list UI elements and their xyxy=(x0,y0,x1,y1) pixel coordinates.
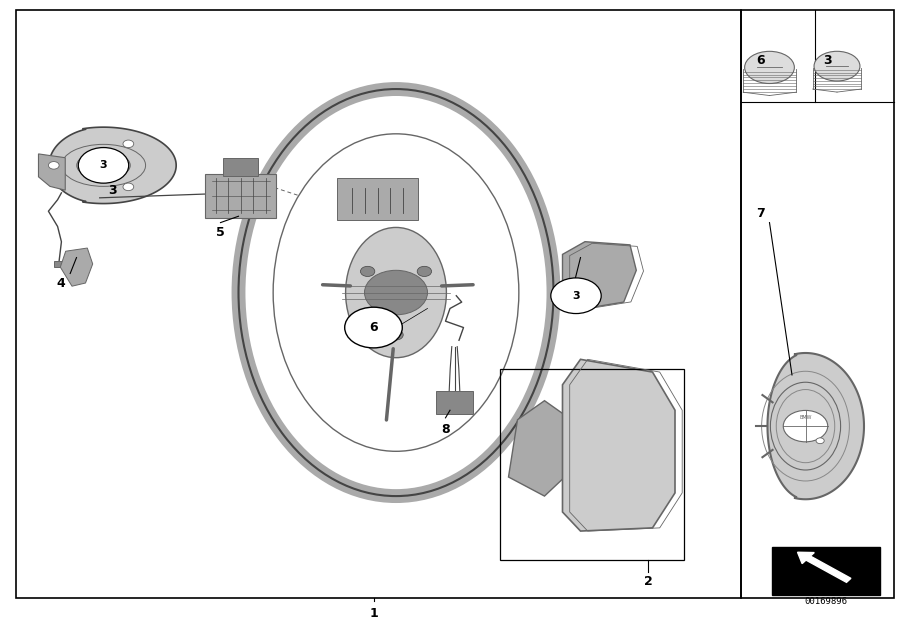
Circle shape xyxy=(389,330,403,340)
FancyBboxPatch shape xyxy=(205,174,276,218)
Polygon shape xyxy=(49,127,176,204)
Circle shape xyxy=(78,148,129,183)
FancyArrow shape xyxy=(797,552,850,583)
Text: 8: 8 xyxy=(441,423,450,436)
Bar xyxy=(500,369,684,560)
Text: 3: 3 xyxy=(108,184,117,197)
Bar xyxy=(16,10,741,598)
Text: 7: 7 xyxy=(756,207,765,219)
Polygon shape xyxy=(768,353,864,499)
Text: 00169896: 00169896 xyxy=(805,597,848,605)
Polygon shape xyxy=(39,154,66,190)
Circle shape xyxy=(123,140,134,148)
Text: 1: 1 xyxy=(369,607,378,620)
Text: 4: 4 xyxy=(57,277,66,289)
Polygon shape xyxy=(508,401,572,496)
Bar xyxy=(772,547,880,595)
Circle shape xyxy=(783,410,828,442)
Ellipse shape xyxy=(814,52,860,81)
Circle shape xyxy=(418,266,432,277)
Ellipse shape xyxy=(744,52,795,83)
Circle shape xyxy=(49,162,59,169)
Circle shape xyxy=(551,278,601,314)
Text: 6: 6 xyxy=(369,321,378,334)
Circle shape xyxy=(345,307,402,348)
Text: 3: 3 xyxy=(100,160,107,170)
Circle shape xyxy=(816,438,824,444)
Ellipse shape xyxy=(274,134,518,452)
Circle shape xyxy=(360,266,374,277)
Ellipse shape xyxy=(346,228,446,357)
Polygon shape xyxy=(562,359,675,531)
Circle shape xyxy=(123,183,134,191)
Text: 3: 3 xyxy=(572,291,580,301)
Bar xyxy=(54,261,68,266)
FancyBboxPatch shape xyxy=(338,178,418,219)
Text: 5: 5 xyxy=(216,226,225,238)
Polygon shape xyxy=(60,248,93,286)
Circle shape xyxy=(94,159,112,172)
FancyBboxPatch shape xyxy=(223,158,258,176)
Text: 6: 6 xyxy=(756,54,765,67)
Bar xyxy=(741,10,894,598)
Circle shape xyxy=(364,270,427,315)
Text: BMW: BMW xyxy=(799,415,812,420)
Polygon shape xyxy=(562,242,636,308)
FancyBboxPatch shape xyxy=(436,391,473,414)
Text: 3: 3 xyxy=(824,54,832,67)
Text: 2: 2 xyxy=(644,576,652,588)
